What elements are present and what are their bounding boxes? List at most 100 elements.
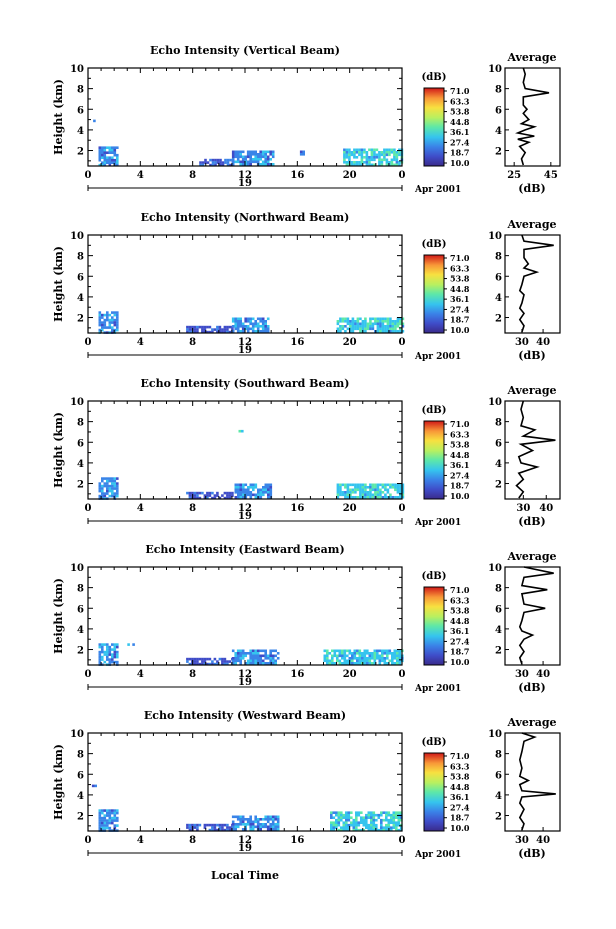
avg-frame: [504, 234, 561, 334]
panel-4: Echo Intensity (Eastward Beam) 10 8 6 4 2 Heig…: [52, 543, 561, 694]
y-tick-label: 2: [77, 812, 84, 823]
y-tick-label: 2: [77, 480, 84, 491]
avg-y-tick-label: 6: [495, 105, 502, 116]
y-tick-label: 2: [77, 314, 84, 325]
avg-x-label: (dB): [518, 182, 545, 195]
colorbar: [423, 586, 445, 666]
echo-region: [186, 491, 234, 500]
avg-y-tick-label: 6: [495, 272, 502, 283]
echo-region: [98, 146, 119, 167]
x-tick-label: 0: [399, 835, 406, 846]
x-tick-label: 8: [189, 337, 196, 348]
avg-profile-line: [518, 732, 556, 831]
colorbar-tick-label: 63.3: [450, 429, 470, 439]
panel-1: Echo Intensity (Vertical Beam) 10 8 6 4 2 Heig…: [52, 44, 561, 195]
panel-3: Echo Intensity (Southward Beam) 10 8 6 4 2 Hei…: [52, 377, 561, 528]
y-tick-label: 8: [77, 750, 84, 761]
avg-y-tick-label: 2: [495, 314, 502, 325]
colorbar-tick-label: 44.8: [450, 450, 470, 460]
colorbar-tick-label: 36.1: [450, 127, 469, 137]
avg-x-label: (dB): [518, 349, 545, 362]
y-tick-label: 10: [70, 563, 84, 574]
avg-y-tick-label: 6: [495, 770, 502, 781]
y-axis-label: Height (km): [52, 578, 65, 654]
avg-y-tick-label: 8: [495, 252, 502, 263]
y-tick-label: 6: [77, 105, 84, 116]
x-tick-label: 0: [85, 337, 92, 348]
y-tick-label: 4: [77, 791, 84, 802]
y-tick-label: 8: [77, 418, 84, 429]
y-tick-label: 4: [77, 126, 84, 137]
x-tick-label: 16: [290, 835, 304, 846]
echo-region: [238, 429, 244, 433]
avg-y-tick-label: 8: [495, 85, 502, 96]
echo-region: [186, 325, 234, 334]
x-tick-label: 16: [290, 503, 304, 514]
x-tick-label: 0: [85, 669, 92, 680]
avg-y-tick-label: 6: [495, 438, 502, 449]
x-tick-label: 4: [137, 503, 144, 514]
x-tick-label: 12: [238, 835, 252, 846]
avg-y-tick-label: 10: [488, 64, 502, 75]
colorbar-tick-label: 36.1: [450, 294, 469, 304]
colorbar: [423, 254, 445, 334]
x-tick-label: 16: [290, 170, 304, 181]
x-tick-label: 0: [399, 669, 406, 680]
y-axis-label: Height (km): [52, 79, 65, 155]
y-tick-label: 8: [77, 252, 84, 263]
x-tick-label: 4: [137, 669, 144, 680]
avg-x-tick-label: 30: [515, 835, 529, 846]
avg-title: Average: [506, 550, 556, 563]
date-label: Apr 2001: [414, 352, 461, 362]
colorbar-tick-label: 10.0: [450, 158, 470, 168]
avg-x-tick-label: 30: [516, 503, 530, 514]
y-axis-label: Height (km): [52, 412, 65, 488]
colorbar-tick-label: 44.8: [450, 284, 470, 294]
x-tick-label: 0: [399, 503, 406, 514]
avg-y-tick-label: 10: [488, 729, 502, 740]
avg-y-tick-label: 4: [495, 625, 502, 636]
panel-title: Echo Intensity (Northward Beam): [141, 211, 350, 224]
colorbar-tick-label: 44.8: [450, 782, 470, 792]
day-label: 19: [238, 677, 252, 688]
x-tick-label: 20: [343, 669, 357, 680]
x-tick-label: 0: [399, 337, 406, 348]
day-label: 19: [238, 178, 252, 189]
avg-x-tick-label: 30: [515, 337, 529, 348]
avg-y-tick-label: 2: [495, 480, 502, 491]
avg-title: Average: [506, 384, 556, 397]
avg-x-tick-label: 40: [536, 669, 550, 680]
avg-y-tick-label: 2: [495, 812, 502, 823]
colorbar: [423, 420, 445, 500]
avg-title: Average: [506, 51, 556, 64]
x-tick-label: 0: [85, 170, 92, 181]
y-tick-label: 6: [77, 604, 84, 615]
echo-region: [323, 649, 404, 665]
avg-y-tick-label: 6: [495, 604, 502, 615]
avg-y-tick-label: 4: [495, 791, 502, 802]
y-tick-label: 4: [77, 293, 84, 304]
avg-x-label: (dB): [518, 681, 545, 694]
echo-region: [336, 483, 405, 499]
beam-panels: Echo Intensity (Vertical Beam) 10 8 6 4 2 Heig…: [52, 44, 561, 860]
colorbar-tick-label: 53.8: [450, 440, 470, 450]
x-tick-label: 0: [399, 170, 406, 181]
x-tick-label: 12: [238, 669, 252, 680]
panel-5: Echo Intensity (Westward Beam) 10 8 6 4 2 Heig…: [52, 709, 561, 860]
colorbar-tick-label: 18.7: [450, 148, 469, 158]
avg-y-tick-label: 10: [488, 563, 502, 574]
avg-profile-line: [515, 67, 550, 166]
echo-region: [186, 823, 234, 832]
y-tick-label: 8: [77, 85, 84, 96]
x-tick-label: 20: [343, 503, 357, 514]
day-label: 19: [238, 511, 252, 522]
colorbar-tick-label: 63.3: [450, 595, 470, 605]
echo-region: [98, 809, 119, 832]
avg-y-tick-label: 4: [495, 293, 502, 304]
colorbar-tick-label: 10.0: [450, 491, 470, 501]
x-tick-label: 8: [189, 503, 196, 514]
x-tick-label: 20: [343, 337, 357, 348]
colorbar-tick-label: 36.1: [450, 460, 469, 470]
echo-region: [231, 317, 270, 333]
y-tick-label: 10: [70, 231, 84, 242]
